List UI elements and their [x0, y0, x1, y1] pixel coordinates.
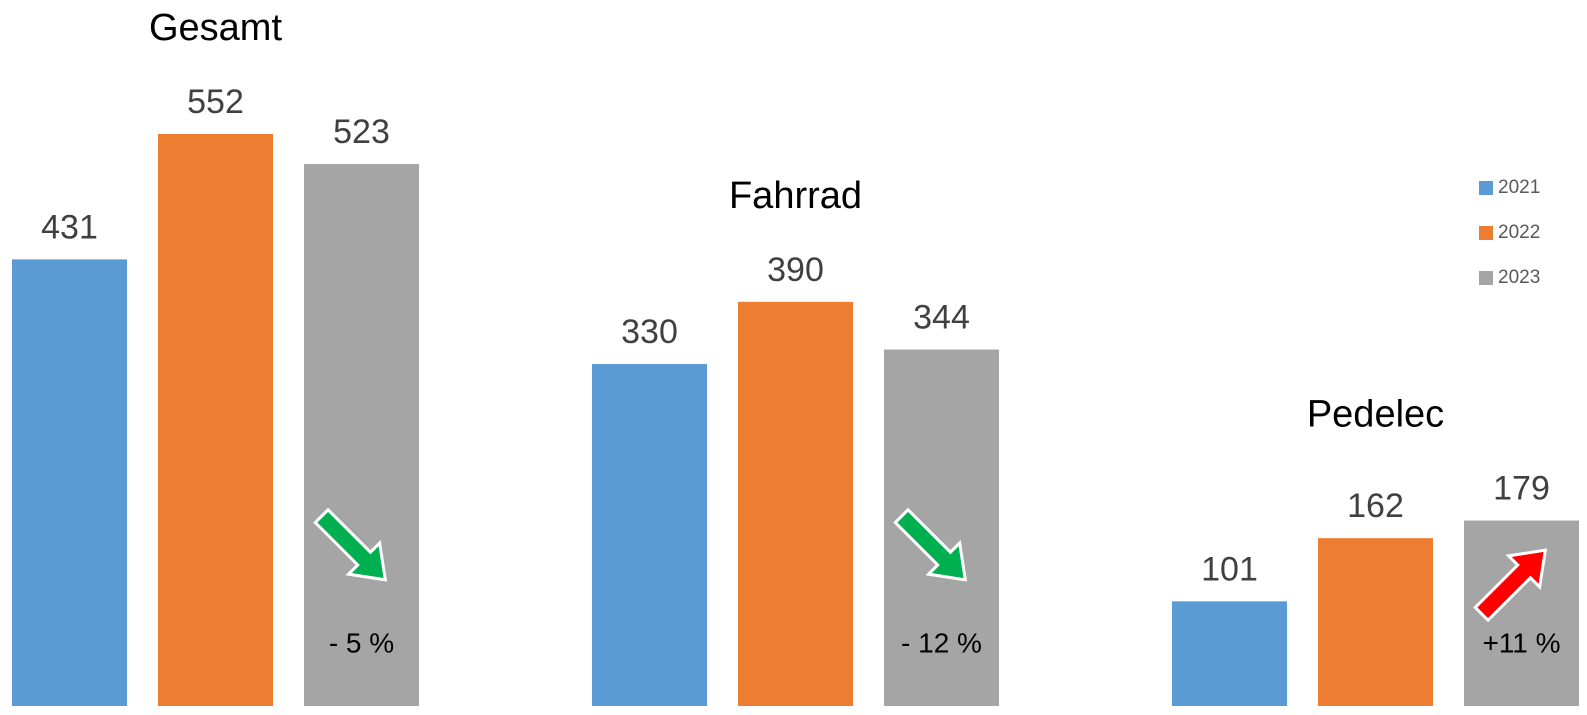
trend-arrow: [313, 507, 388, 582]
bar: [1318, 538, 1433, 706]
trend-arrow: [893, 507, 968, 582]
bar: [1172, 601, 1287, 706]
value-label: 179: [1493, 469, 1550, 507]
value-label: 101: [1201, 550, 1258, 588]
annotation: - 12 %: [901, 627, 982, 658]
bar: [158, 134, 273, 706]
value-label: 330: [621, 313, 678, 351]
value-label: 431: [41, 208, 98, 246]
bar: [738, 301, 853, 706]
value-label: 162: [1347, 487, 1404, 525]
group-label: Fahrrad: [729, 175, 862, 217]
group-label: Gesamt: [149, 7, 282, 49]
annotation: - 5 %: [329, 627, 394, 658]
group-label: Pedelec: [1307, 394, 1444, 436]
legend-swatch: [1479, 226, 1493, 240]
value-label: 344: [913, 299, 970, 337]
bar: [304, 164, 419, 706]
legend-label: 2023: [1498, 267, 1540, 288]
bar: [12, 259, 127, 706]
value-label: 390: [767, 251, 824, 289]
bar: [592, 364, 707, 706]
legend-swatch: [1479, 271, 1493, 285]
legend-label: 2021: [1498, 177, 1540, 198]
value-label: 523: [333, 113, 390, 151]
legend-label: 2022: [1498, 222, 1540, 243]
legend-swatch: [1479, 181, 1493, 195]
annotation: +11 %: [1482, 627, 1560, 658]
trend-arrow: [1473, 548, 1548, 623]
value-label: 552: [187, 83, 244, 121]
